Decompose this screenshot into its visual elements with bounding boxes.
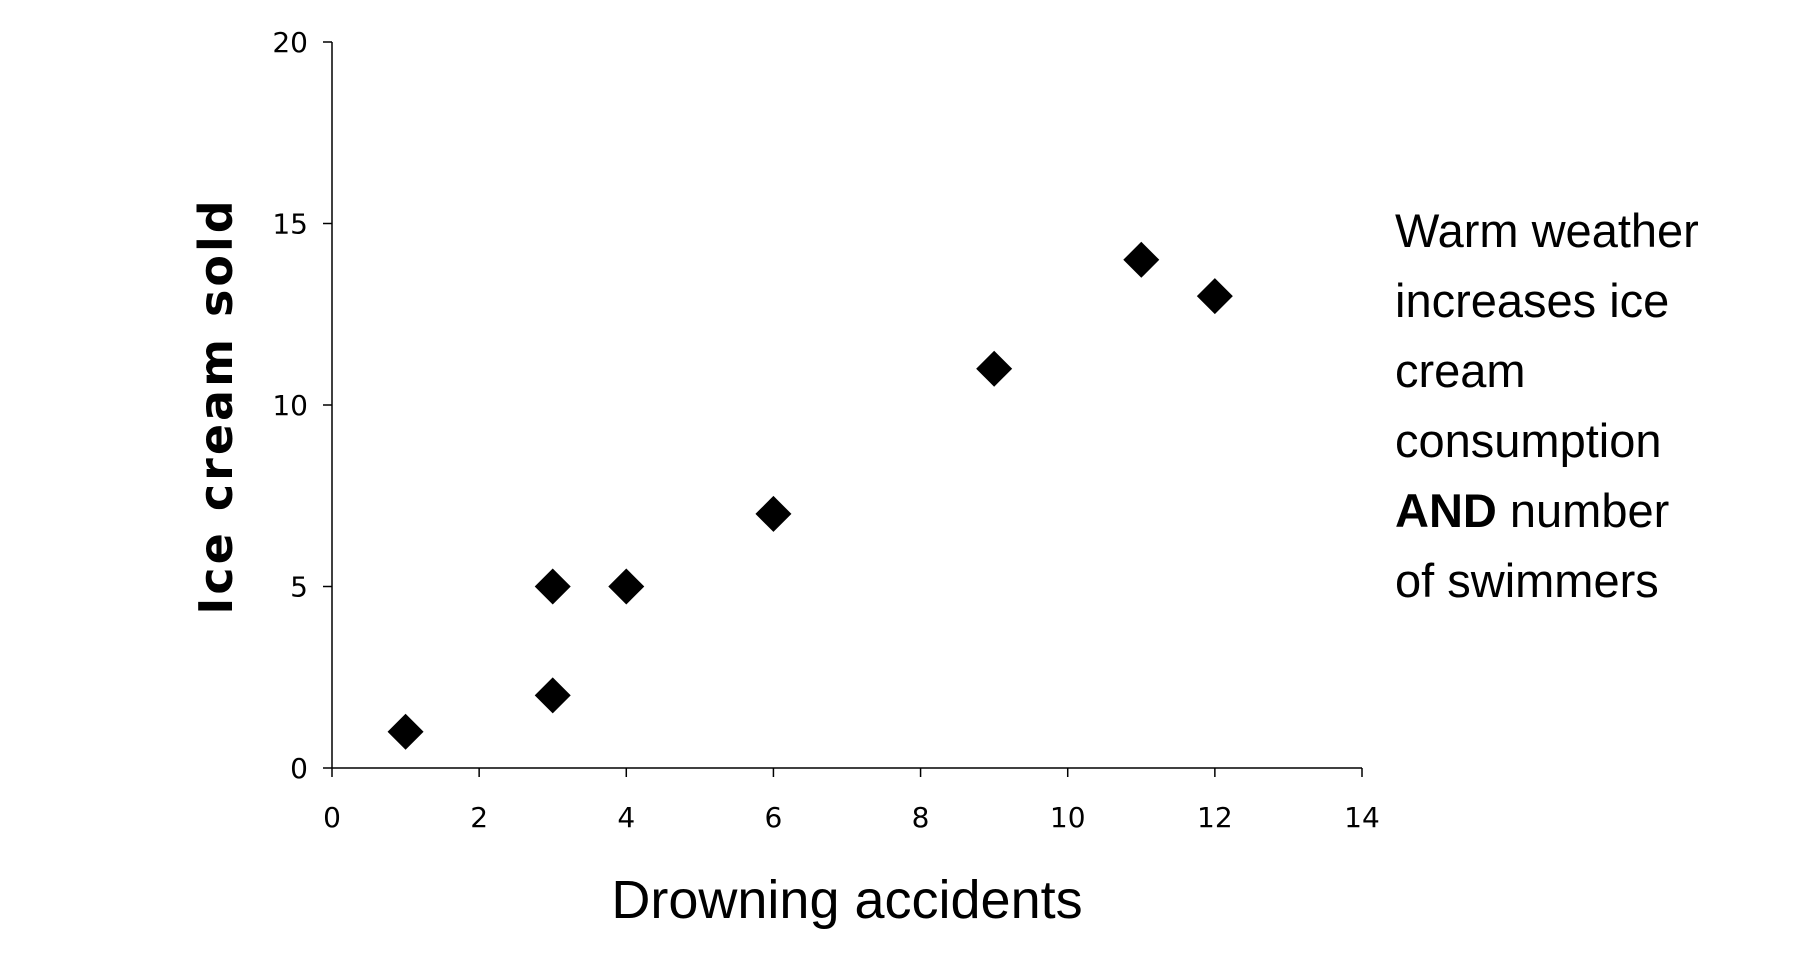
x-tick-label: 2 bbox=[470, 801, 488, 834]
x-tick-label: 4 bbox=[617, 801, 635, 834]
annotation-line-rest: number bbox=[1496, 484, 1670, 537]
y-tick-label: 20 bbox=[272, 26, 308, 59]
y-tick-label: 0 bbox=[290, 752, 308, 785]
x-tick-label: 6 bbox=[765, 801, 783, 834]
y-tick-label: 15 bbox=[272, 208, 308, 241]
x-tick-label: 10 bbox=[1050, 801, 1086, 834]
x-axis-title: Drowning accidents bbox=[611, 870, 1082, 930]
y-tick-label: 5 bbox=[290, 571, 308, 604]
annotation-text: Warm weather increases ice cream consump… bbox=[1395, 196, 1795, 616]
annotation-line: Warm weather bbox=[1395, 204, 1699, 257]
annotation-line: of swimmers bbox=[1395, 554, 1659, 607]
data-point bbox=[534, 677, 571, 714]
data-point bbox=[755, 495, 792, 532]
x-tick-label: 0 bbox=[323, 801, 341, 834]
y-ticks: 0 5 10 15 20 bbox=[272, 26, 332, 785]
data-point bbox=[1196, 278, 1233, 315]
data-point bbox=[976, 350, 1013, 387]
x-ticks: 0 2 4 6 8 10 12 14 bbox=[323, 768, 1380, 834]
data-point bbox=[1123, 241, 1160, 278]
data-point bbox=[387, 713, 424, 750]
annotation-line: AND number bbox=[1395, 476, 1795, 546]
x-tick-label: 12 bbox=[1197, 801, 1233, 834]
axes bbox=[331, 42, 1362, 769]
y-axis-title: Ice cream sold bbox=[189, 197, 243, 614]
x-tick-label: 8 bbox=[912, 801, 930, 834]
annotation-line: increases ice bbox=[1395, 274, 1670, 327]
data-points bbox=[387, 241, 1233, 750]
data-point bbox=[534, 568, 571, 605]
annotation-bold-and: AND bbox=[1395, 484, 1497, 537]
annotation-line: cream bbox=[1395, 344, 1526, 397]
x-tick-label: 14 bbox=[1344, 801, 1380, 834]
annotation-line: consumption bbox=[1395, 414, 1662, 467]
y-tick-label: 10 bbox=[272, 389, 308, 422]
data-point bbox=[608, 568, 645, 605]
